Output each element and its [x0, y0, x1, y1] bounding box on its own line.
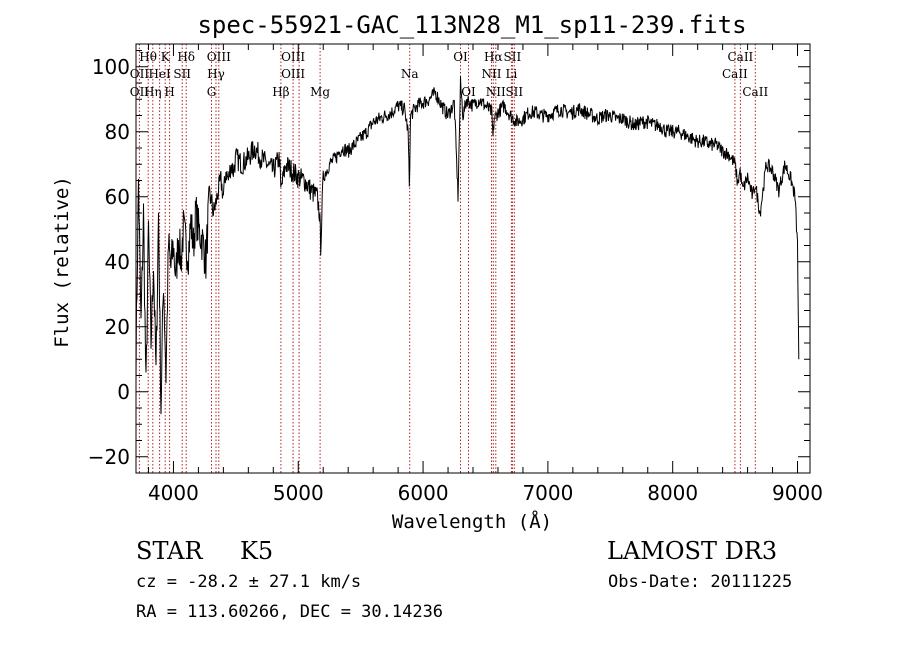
x-axis-title: Wavelength (Å): [392, 510, 552, 533]
x-tick-label: 6000: [398, 481, 449, 505]
y-tick-label: 80: [105, 120, 130, 144]
spectral-line-label: SII: [173, 67, 191, 81]
spectral-line-label: OIII: [281, 50, 305, 64]
spectral-line-label: CaII: [742, 85, 768, 99]
observation-date: Obs-Date: 20111225: [608, 572, 793, 592]
y-tick-label: 100: [92, 55, 130, 79]
spectral-line-label: K: [161, 50, 171, 64]
spectrum-line: [135, 76, 800, 415]
spectral-line-label: OIII: [281, 67, 305, 81]
spectral-line-label: OIII: [207, 50, 231, 64]
y-axis-title: Flux (relative): [51, 176, 73, 348]
y-tick-label: −20: [88, 445, 130, 469]
spectral-line-label: OII: [130, 67, 150, 81]
spectral-line-label: Mg: [310, 85, 330, 99]
spectral-line-label: Hγ: [207, 67, 225, 81]
spectral-line-label: G: [207, 85, 217, 99]
spectral-line-label: Hβ: [272, 85, 289, 99]
x-tick-label: 9000: [772, 481, 823, 505]
spectral-line-label: OII: [130, 85, 150, 99]
spectral-line-label: Hη: [144, 85, 162, 99]
spectral-line-label: OI: [453, 50, 468, 64]
plot-frame: [135, 43, 811, 474]
y-tick-label: 60: [105, 185, 130, 209]
spectral-line-label: CaII: [722, 67, 748, 81]
spectral-line-label: CaII: [727, 50, 753, 64]
spectral-line-label: Li: [505, 67, 517, 81]
spectral-line-label: SII: [504, 50, 522, 64]
y-tick-label: 20: [105, 315, 130, 339]
spectral-line-label: H: [164, 85, 174, 99]
spectral-line-label: NII: [482, 67, 502, 81]
y-tick-label: 0: [117, 380, 130, 404]
spectral-line-label: OI: [461, 85, 476, 99]
y-tick-label: 40: [105, 250, 130, 274]
spectral-line-markers: [138, 44, 756, 473]
spectral-line-label: HeI: [148, 67, 171, 81]
chart-title: spec-55921-GAC_113N28_M1_sp11-239.fits: [197, 11, 746, 39]
spectral-line-label: Na: [401, 67, 419, 81]
object-class: STAR: [136, 537, 203, 565]
object-subclass: K5: [240, 537, 274, 565]
spectral-line-label: Hα: [484, 50, 503, 64]
spectral-line-label: Hθ: [139, 50, 157, 64]
x-tick-label: 5000: [273, 481, 324, 505]
x-axis-ticks: 4000 5000 6000 7000 8000 9000: [148, 44, 823, 505]
y-axis-ticks: −20 0 20 40 60 80 100: [88, 50, 810, 469]
x-tick-label: 8000: [647, 481, 698, 505]
x-tick-label: 7000: [522, 481, 573, 505]
spectral-line-label: SII: [505, 85, 523, 99]
survey-name: LAMOST DR3: [607, 537, 778, 565]
coordinates-info: RA = 113.60266, DEC = 30.14236: [136, 602, 444, 622]
spectral-line-label: Hδ: [177, 50, 195, 64]
x-tick-label: 4000: [148, 481, 199, 505]
redshift-info: cz = -28.2 ± 27.1 km/s: [136, 572, 362, 592]
spectral-line-label: NII: [486, 85, 506, 99]
